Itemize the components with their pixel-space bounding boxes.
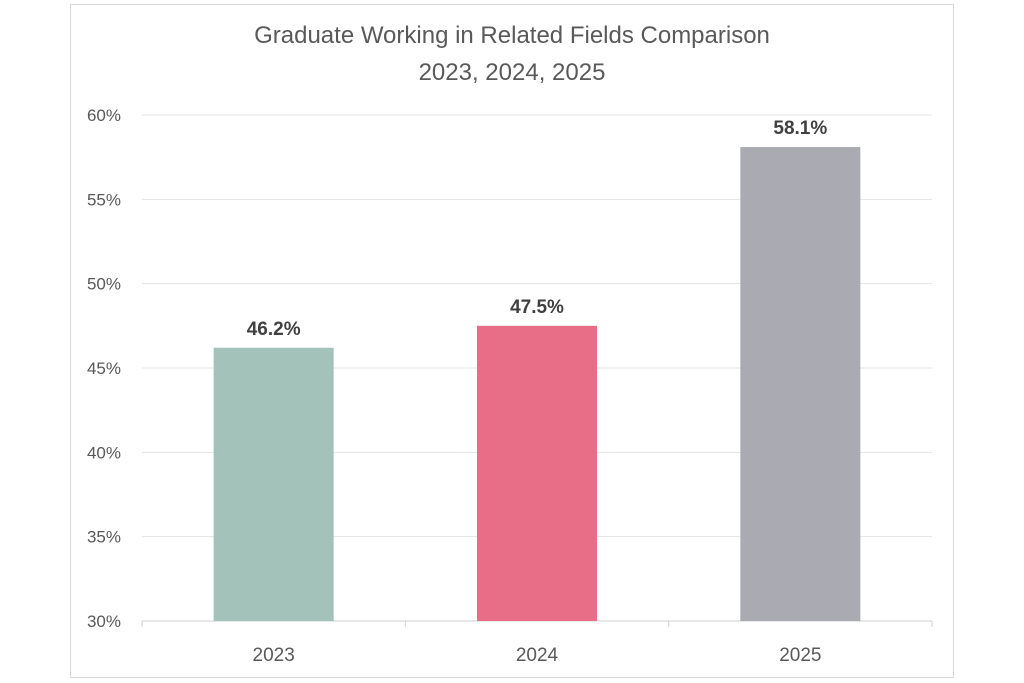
y-tick-label: 50% <box>87 275 121 294</box>
x-tick-label: 2023 <box>253 645 295 666</box>
y-tick-label: 55% <box>87 190 121 209</box>
y-tick-label: 60% <box>87 106 121 125</box>
x-tick-label: 2024 <box>516 645 559 666</box>
y-tick-label: 40% <box>87 443 121 462</box>
y-tick-label: 45% <box>87 359 121 378</box>
chart-title: Graduate Working in Related Fields Compa… <box>254 22 770 49</box>
data-label: 46.2% <box>247 319 301 340</box>
data-label: 47.5% <box>510 297 564 318</box>
bar-2023 <box>213 347 334 621</box>
chart-subtitle: 2023, 2024, 2025 <box>418 59 606 86</box>
bar-2024 <box>477 325 597 621</box>
y-tick-label: 35% <box>87 528 121 547</box>
x-tick-label: 2025 <box>779 645 821 666</box>
y-tick-label: 30% <box>87 612 121 631</box>
bar-2025 <box>740 147 861 621</box>
data-label: 58.1% <box>773 118 827 139</box>
